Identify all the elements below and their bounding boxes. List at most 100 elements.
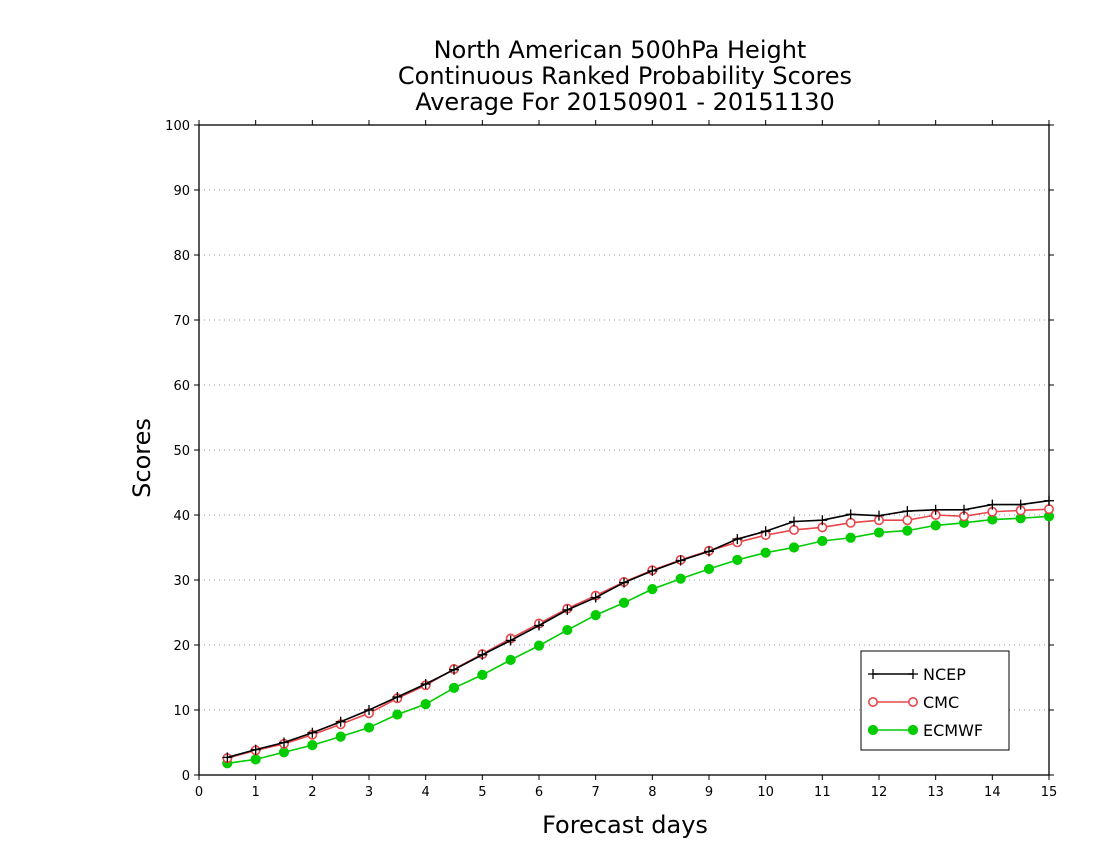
data-point-ncep [364,705,374,715]
data-point-ncep [959,504,969,515]
data-point-ncep [1044,495,1054,506]
data-point-ecmwf [703,563,715,575]
series-ecmwf [222,511,1055,769]
data-point-ecmwf [250,754,261,765]
legend-marker [908,669,918,679]
legend-item-ecmwf: ECMWF [867,721,983,740]
x-tick-label: 15 [1041,785,1058,800]
x-tick-label: 14 [984,785,1001,800]
data-point-ecmwf [335,731,346,742]
series-ncep [222,495,1054,763]
data-point-ncep [505,635,516,646]
x-tick-label: 4 [422,785,430,800]
data-point-ncep [930,504,941,515]
y-tick-label: 40 [173,509,190,524]
data-point-ncep [817,515,828,526]
y-tick-label: 30 [173,574,190,589]
data-point-ncep [845,509,856,520]
y-tick-label: 10 [173,704,190,719]
data-point-ecmwf [448,682,460,694]
y-tick-label: 90 [173,184,190,199]
data-point-ecmwf [817,535,828,547]
data-point-ncep [760,526,771,537]
legend-label: ECMWF [923,721,983,740]
data-point-ncep [222,752,233,763]
data-point-ecmwf [477,669,488,681]
data-point-ecmwf [675,573,686,584]
y-tick-label: 20 [173,639,190,654]
y-axis-title: Scores [128,418,156,498]
legend-item-ncep: NCEP [868,665,966,684]
x-tick-label: 13 [927,785,944,800]
data-point-ecmwf [760,547,771,558]
legend-marker [907,696,918,707]
chart-title-line: Average For 20150901 - 20151130 [415,88,835,116]
x-tick-label: 1 [252,785,260,800]
x-tick-label: 12 [871,785,888,800]
data-point-ecmwf [647,584,658,595]
chart-title-line: Continuous Ranked Probability Scores [398,62,852,90]
x-tick-label: 11 [814,785,831,800]
data-point-ecmwf [788,542,800,553]
data-point-cmc [902,515,913,526]
data-point-ecmwf [392,709,403,720]
data-point-ncep [477,649,488,660]
data-point-ncep [704,546,714,557]
data-point-ecmwf [562,624,573,636]
y-tick-label: 50 [173,444,190,459]
y-tick-label: 80 [173,249,190,264]
data-point-ncep [335,716,346,727]
y-tick-label: 100 [165,119,190,134]
x-tick-label: 0 [195,785,203,800]
legend-marker [868,669,878,679]
data-point-ncep [392,692,403,702]
x-tick-label: 2 [308,785,316,800]
data-point-ecmwf [278,747,290,758]
chart-title-line: North American 500hPa Height [434,36,807,64]
data-point-ncep [874,510,884,521]
legend-marker [867,696,878,707]
x-tick-label: 8 [648,785,656,800]
data-point-ncep [307,727,318,738]
data-point-ncep [420,679,431,689]
x-axis-title: Forecast days [542,811,708,839]
data-point-ncep [789,516,799,527]
series-layer [222,495,1055,769]
data-point-ncep [902,506,913,517]
x-tick-label: 6 [535,785,543,800]
x-tick-label: 10 [757,785,774,800]
data-point-ecmwf [618,597,630,608]
data-point-ncep [675,555,686,566]
data-point-ncep [590,592,601,603]
data-point-ncep [1015,499,1026,510]
data-point-ecmwf [420,699,431,710]
data-point-ecmwf [930,520,941,531]
gridlines [199,124,1049,711]
data-point-ecmwf [845,532,856,543]
data-point-ncep [534,620,544,631]
data-point-ecmwf [590,610,601,621]
data-point-ncep [619,577,629,588]
x-tick-label: 9 [705,785,713,800]
data-point-cmc [1044,504,1055,515]
data-point-ncep [647,565,658,576]
x-tick-label: 7 [592,785,600,800]
data-point-cmc [788,524,799,535]
legend-box [860,650,1010,751]
legend-item-cmc: CMC [867,693,959,712]
data-point-ncep [449,664,459,675]
data-point-ncep [987,499,998,510]
data-point-ecmwf [307,740,318,751]
data-point-ecmwf [533,640,545,651]
data-point-ecmwf [732,554,743,565]
data-point-ecmwf [363,722,375,733]
legend-label: NCEP [923,665,966,684]
y-tick-label: 0 [182,769,190,784]
data-point-ncep [279,737,289,748]
legend: NCEP CMC ECMWF [860,650,1010,751]
data-point-ecmwf [902,525,913,536]
x-tick-label: 5 [478,785,486,800]
